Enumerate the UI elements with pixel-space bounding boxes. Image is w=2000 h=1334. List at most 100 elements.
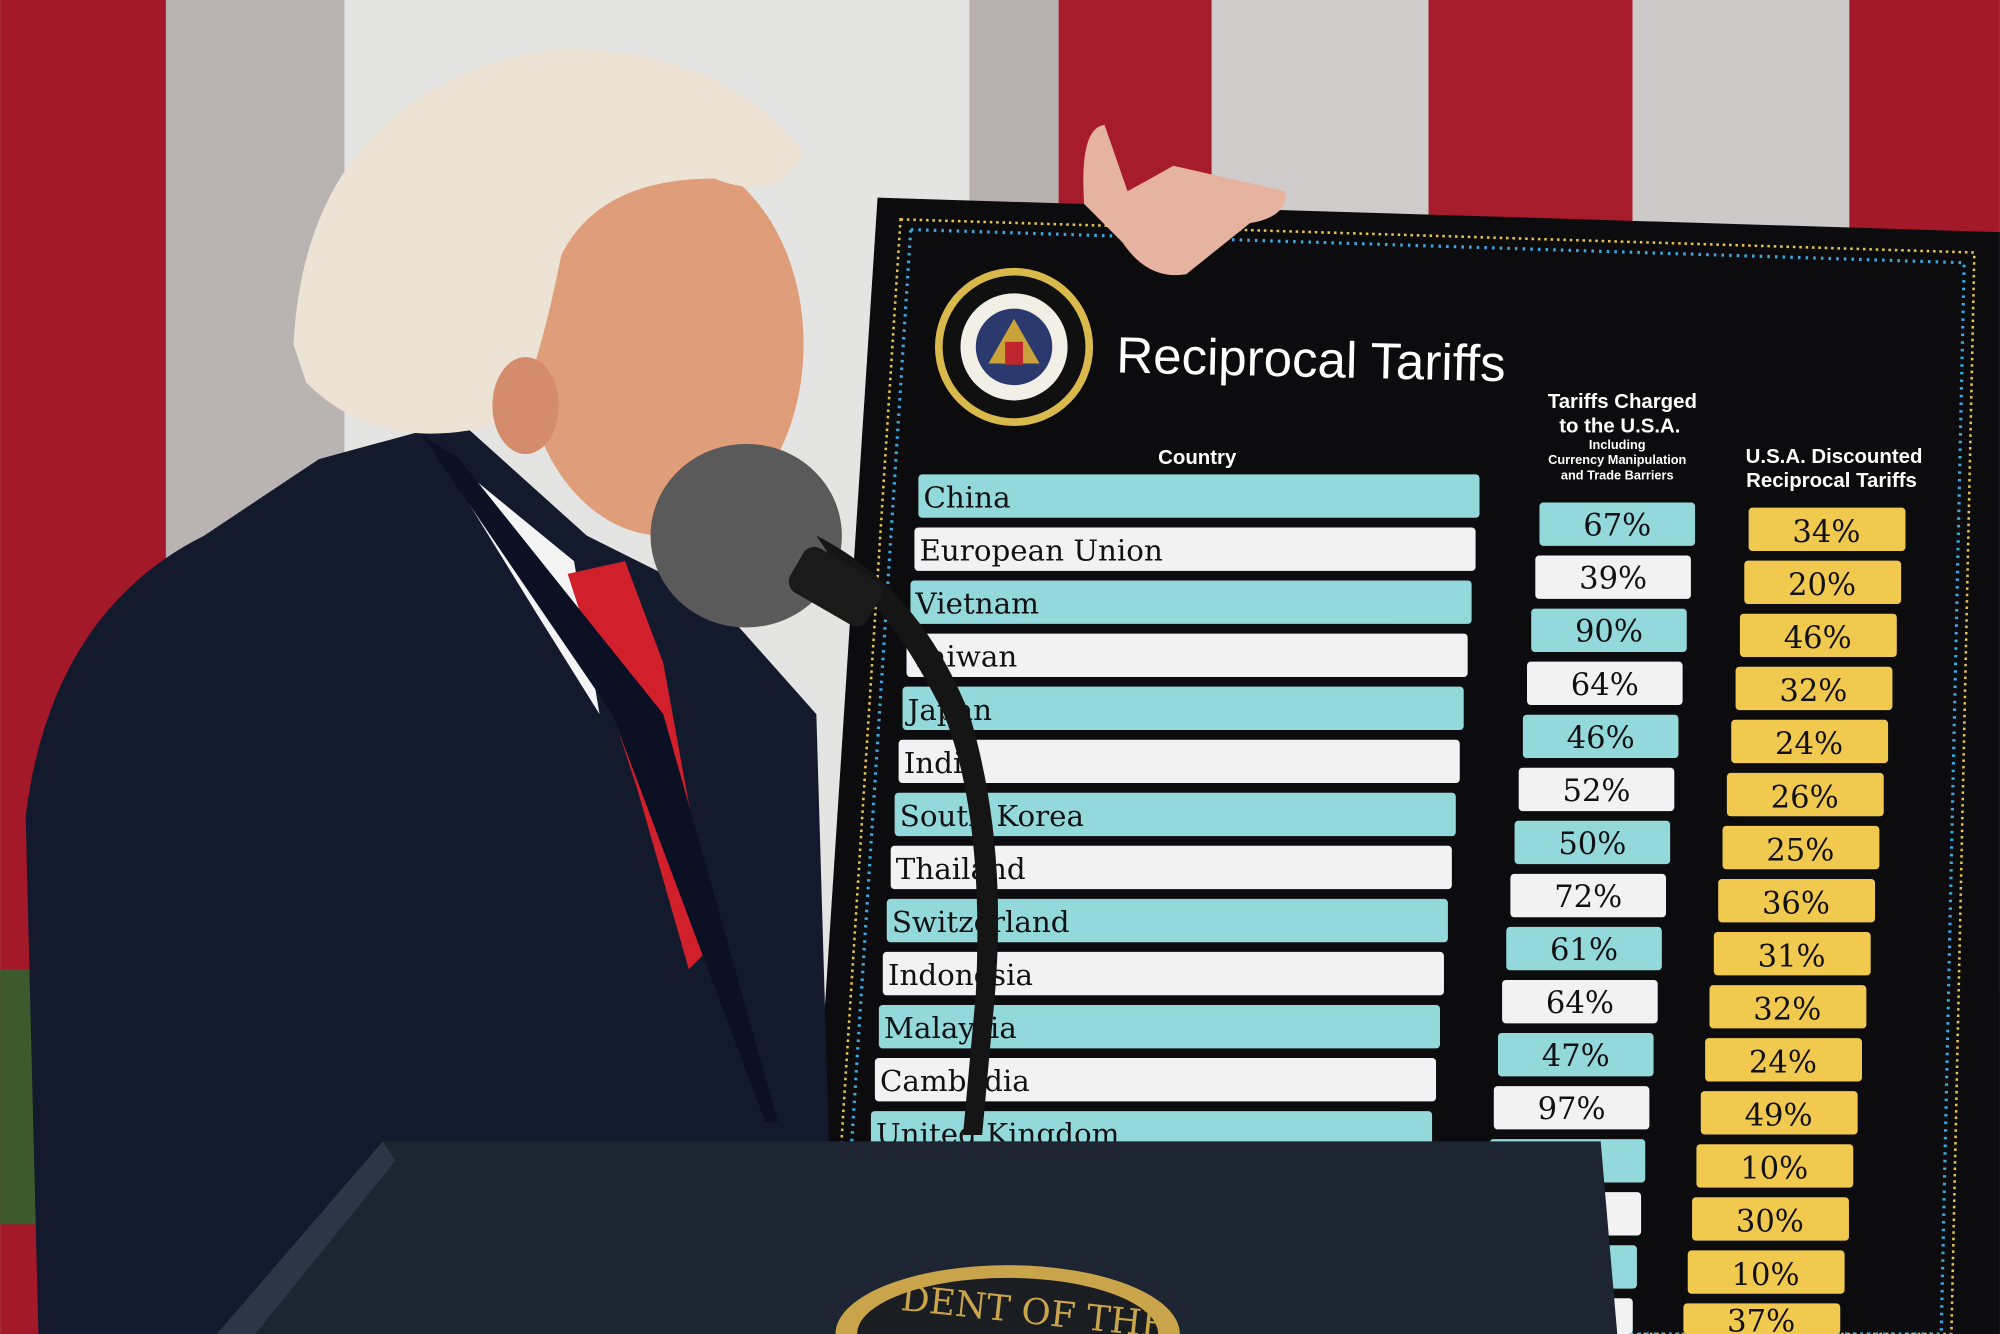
reciprocal-value: 32% bbox=[1779, 674, 1847, 709]
tariff-row: Vietnam 90% 46% bbox=[910, 580, 1897, 658]
charged-value: 97% bbox=[1538, 1092, 1606, 1127]
charged-box bbox=[1510, 873, 1666, 918]
col-charged-line4: Currency Manipulation bbox=[1548, 452, 1686, 467]
country-bar bbox=[906, 633, 1468, 677]
col-charged-line3: Including bbox=[1589, 437, 1646, 452]
col-charged-line5: and Trade Barriers bbox=[1561, 468, 1674, 483]
tariff-row: China 67% 34% bbox=[918, 474, 1906, 551]
tariff-row: Malaysia 47% 24% bbox=[878, 1004, 1862, 1082]
charged-box bbox=[1531, 608, 1687, 652]
reciprocal-value: 36% bbox=[1762, 886, 1830, 921]
reciprocal-value: 10% bbox=[1740, 1152, 1808, 1187]
country-name: Cambodia bbox=[880, 1064, 1030, 1098]
charged-value: 64% bbox=[1546, 986, 1614, 1021]
charged-value: 46% bbox=[1567, 721, 1635, 756]
country-bar bbox=[886, 898, 1448, 943]
charged-box bbox=[1522, 714, 1679, 759]
speaker bbox=[25, 49, 1286, 1334]
charged-value: 52% bbox=[1563, 774, 1631, 809]
reciprocal-box bbox=[1696, 1144, 1854, 1188]
col-charged-line1: Tariffs Charged bbox=[1548, 391, 1697, 413]
charged-box bbox=[1518, 767, 1675, 812]
reciprocal-value: 26% bbox=[1771, 780, 1839, 815]
reciprocal-value: 32% bbox=[1753, 993, 1821, 1028]
tariff-row: European Union 39% 20% bbox=[914, 527, 1902, 604]
reciprocal-value: 49% bbox=[1745, 1099, 1813, 1134]
charged-value: 39% bbox=[1579, 562, 1647, 597]
reciprocal-box bbox=[1687, 1250, 1845, 1294]
charged-box bbox=[1493, 1086, 1650, 1130]
reciprocal-box bbox=[1692, 1197, 1849, 1241]
reciprocal-box bbox=[1722, 825, 1880, 870]
country-name: Malaysia bbox=[884, 1011, 1017, 1045]
reciprocal-value: 37% bbox=[1727, 1304, 1795, 1334]
tariff-row: Cambodia 97% 49% bbox=[874, 1058, 1858, 1135]
reciprocal-box bbox=[1744, 560, 1902, 604]
charged-value: 67% bbox=[1583, 509, 1651, 544]
reciprocal-box bbox=[1731, 719, 1889, 764]
country-bar bbox=[910, 580, 1472, 624]
country-name: Vietnam bbox=[915, 587, 1040, 621]
tariff-row: Thailand 72% 36% bbox=[890, 845, 1876, 923]
reciprocal-box bbox=[1739, 613, 1897, 658]
country-bar bbox=[898, 739, 1460, 784]
charged-value: 90% bbox=[1575, 615, 1643, 650]
reciprocal-value: 10% bbox=[1732, 1258, 1800, 1293]
col-reciprocal-line1: U.S.A. Discounted bbox=[1746, 446, 1923, 468]
country-name: European Union bbox=[920, 534, 1163, 568]
tariff-row: Switzerland61%31% bbox=[886, 898, 1871, 976]
reciprocal-value: 30% bbox=[1736, 1205, 1804, 1240]
country-bar bbox=[902, 686, 1464, 731]
reciprocal-box bbox=[1705, 1038, 1862, 1082]
reciprocal-box bbox=[1735, 666, 1893, 711]
reciprocal-value: 20% bbox=[1788, 568, 1856, 603]
country-bar bbox=[874, 1058, 1437, 1102]
charged-box bbox=[1502, 979, 1658, 1024]
charged-box bbox=[1497, 1033, 1654, 1077]
reciprocal-box bbox=[1713, 932, 1871, 976]
country-name: China bbox=[923, 481, 1010, 515]
reciprocal-box bbox=[1748, 507, 1906, 551]
charged-value: 47% bbox=[1542, 1039, 1610, 1074]
reciprocal-value: 46% bbox=[1784, 621, 1852, 656]
country-bar bbox=[914, 527, 1476, 571]
country-bar bbox=[890, 845, 1452, 890]
country-bar bbox=[878, 1004, 1440, 1049]
country-bar bbox=[894, 792, 1456, 837]
charged-box bbox=[1514, 820, 1671, 865]
reciprocal-box bbox=[1709, 985, 1867, 1029]
country-bar bbox=[882, 951, 1444, 996]
charged-box bbox=[1535, 555, 1691, 599]
reciprocal-value: 34% bbox=[1792, 515, 1860, 550]
board-title: Reciprocal Tariffs bbox=[1116, 326, 1506, 392]
col-reciprocal-line2: Reciprocal Tariffs bbox=[1746, 470, 1917, 492]
charged-box bbox=[1527, 661, 1683, 706]
charged-box bbox=[1506, 926, 1662, 971]
reciprocal-box bbox=[1700, 1091, 1858, 1135]
charged-value: 72% bbox=[1554, 880, 1622, 915]
podium: DENT OF THE bbox=[216, 1141, 1618, 1334]
reciprocal-box bbox=[1683, 1303, 1841, 1334]
hand bbox=[1083, 124, 1286, 276]
reciprocal-value: 24% bbox=[1749, 1046, 1817, 1081]
country-name: Indonesia bbox=[888, 958, 1033, 992]
microphone bbox=[650, 443, 999, 1136]
reciprocal-value: 24% bbox=[1775, 727, 1843, 762]
reciprocal-box bbox=[1718, 878, 1876, 923]
tariff-row: Indonesia 64% 32% bbox=[882, 951, 1867, 1029]
charged-value: 64% bbox=[1571, 668, 1639, 703]
reciprocal-box bbox=[1726, 772, 1884, 817]
country-name: Thailand bbox=[896, 852, 1026, 886]
charged-value: 50% bbox=[1558, 827, 1626, 862]
reciprocal-value: 25% bbox=[1766, 833, 1834, 868]
col-country: Country bbox=[1158, 447, 1237, 469]
presidential-seal bbox=[934, 267, 1094, 426]
charged-value: 61% bbox=[1550, 933, 1618, 968]
country-bar bbox=[918, 474, 1480, 518]
charged-box bbox=[1539, 502, 1696, 546]
reciprocal-value: 31% bbox=[1758, 939, 1826, 974]
